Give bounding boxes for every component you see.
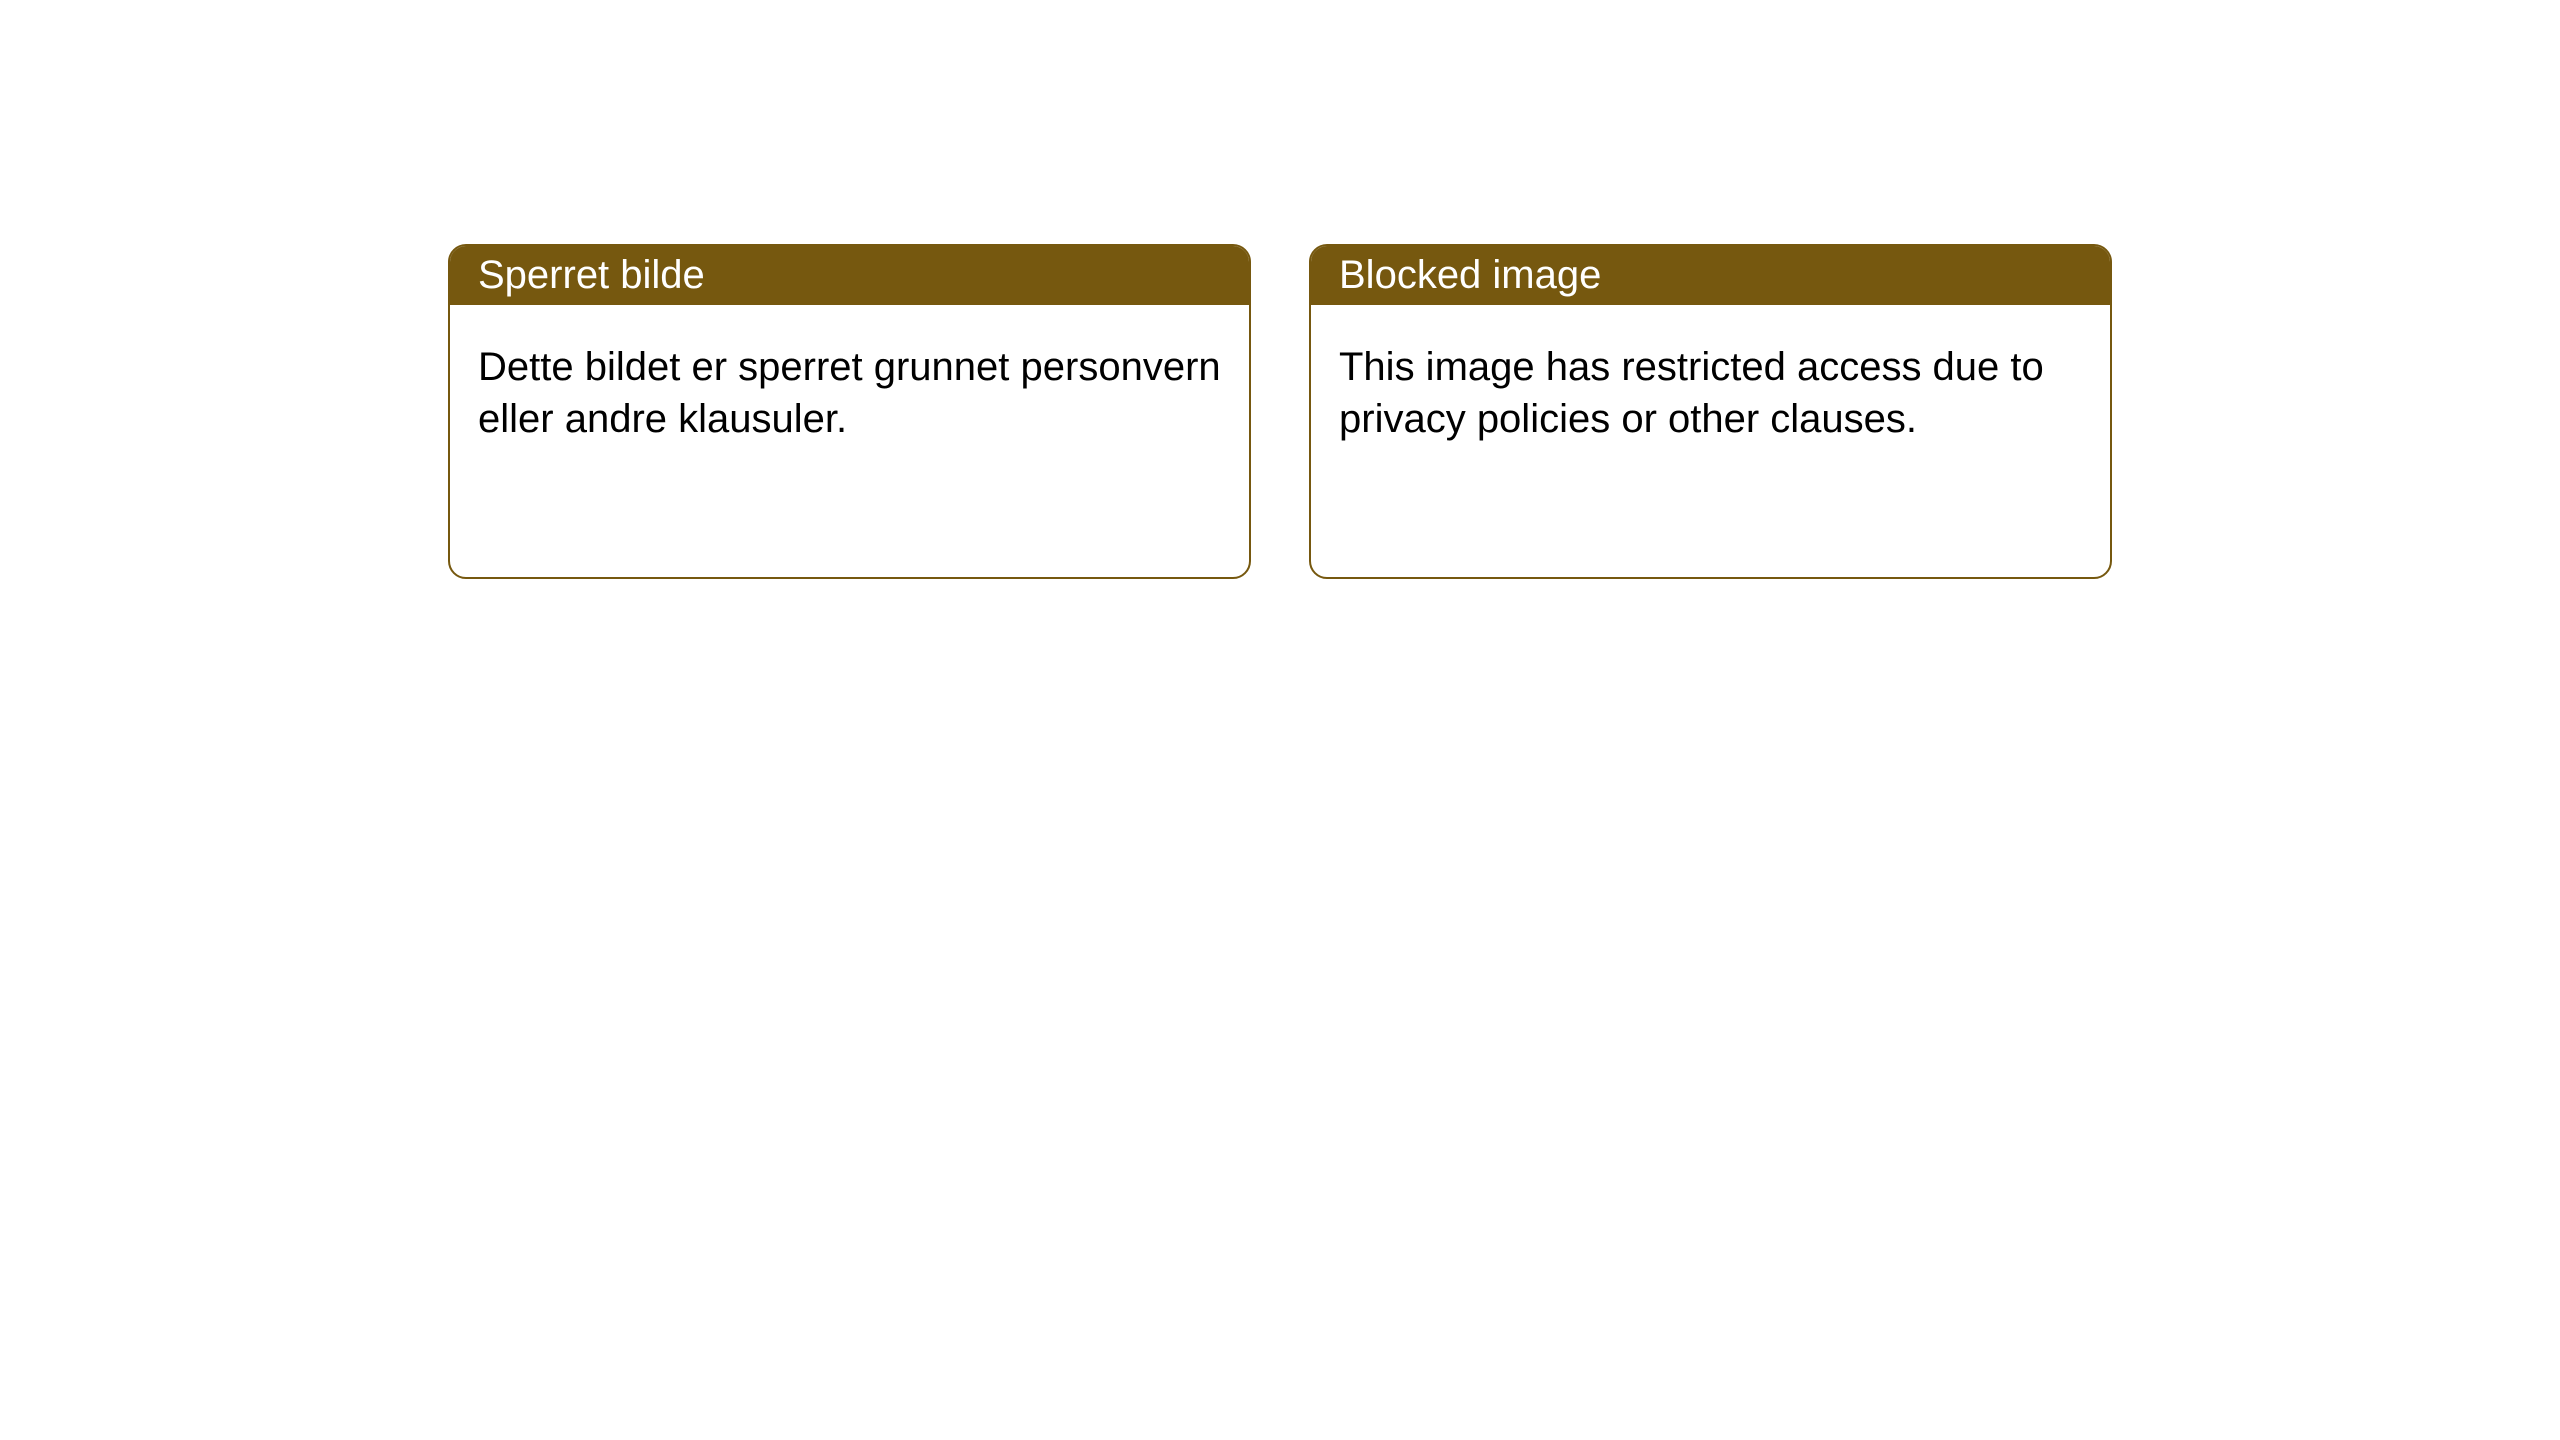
notice-card-english: Blocked image This image has restricted …	[1309, 244, 2112, 579]
card-title: Blocked image	[1339, 253, 1601, 297]
card-header: Sperret bilde	[450, 246, 1249, 305]
notice-cards-container: Sperret bilde Dette bildet er sperret gr…	[448, 244, 2112, 579]
card-body-text: This image has restricted access due to …	[1339, 345, 2044, 441]
card-body-text: Dette bildet er sperret grunnet personve…	[478, 345, 1221, 441]
card-title: Sperret bilde	[478, 253, 705, 297]
card-body: This image has restricted access due to …	[1311, 305, 2110, 481]
notice-card-norwegian: Sperret bilde Dette bildet er sperret gr…	[448, 244, 1251, 579]
card-body: Dette bildet er sperret grunnet personve…	[450, 305, 1249, 481]
card-header: Blocked image	[1311, 246, 2110, 305]
